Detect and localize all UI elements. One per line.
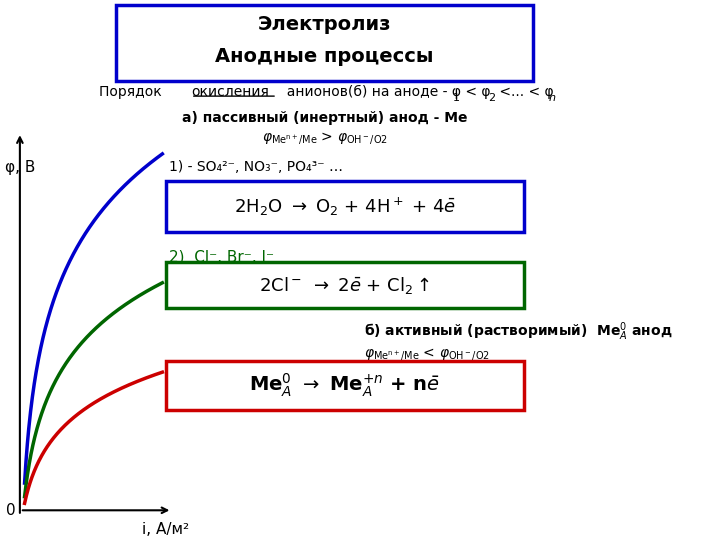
FancyBboxPatch shape [166, 181, 523, 232]
Text: 1) - SO₄²⁻, NO₃⁻, PO₄³⁻ …: 1) - SO₄²⁻, NO₃⁻, PO₄³⁻ … [169, 160, 343, 174]
FancyBboxPatch shape [116, 5, 534, 81]
Text: i, А/м²: i, А/м² [142, 522, 189, 537]
Text: 0: 0 [6, 503, 15, 518]
Text: окисления: окисления [191, 85, 269, 99]
Text: $\varphi_{\mathrm{Me}^{\mathrm{n+}}/\mathrm{Me}}$ > $\varphi_{\mathrm{OH}^-/\mat: $\varphi_{\mathrm{Me}^{\mathrm{n+}}/\mat… [261, 130, 387, 146]
Text: анионов(б) на аноде - φ: анионов(б) на аноде - φ [279, 85, 462, 99]
Text: $\varphi_{\mathrm{Me}^{\mathrm{n+}}/\mathrm{Me}}$ < $\varphi_{\mathrm{OH}^-/\mat: $\varphi_{\mathrm{Me}^{\mathrm{n+}}/\mat… [364, 346, 490, 362]
Text: Me$_A^0$ $\rightarrow$ Me$_A^{+n}$ + n$\bar{e}$: Me$_A^0$ $\rightarrow$ Me$_A^{+n}$ + n$\… [249, 372, 440, 399]
Text: Электролиз: Электролиз [258, 15, 392, 34]
Text: 2: 2 [487, 93, 495, 103]
Text: 2H$_2$O $\rightarrow$ O$_2$ + 4H$^+$ + 4$\bar{e}$: 2H$_2$O $\rightarrow$ O$_2$ + 4H$^+$ + 4… [233, 195, 456, 218]
Text: Анодные процессы: Анодные процессы [215, 47, 434, 66]
Text: n: n [549, 93, 556, 103]
Text: 1: 1 [454, 93, 460, 103]
Text: Порядок: Порядок [99, 85, 166, 99]
Text: <... < φ: <... < φ [495, 85, 554, 99]
Text: < φ: < φ [461, 85, 490, 99]
Text: φ, В: φ, В [5, 160, 36, 175]
Text: 2Cl$^-$ $\rightarrow$ 2$\bar{e}$ + Cl$_2\uparrow$: 2Cl$^-$ $\rightarrow$ 2$\bar{e}$ + Cl$_2… [259, 275, 430, 295]
FancyBboxPatch shape [166, 361, 523, 410]
Text: б) активный (растворимый)  Ме$^0_A$ анод: б) активный (растворимый) Ме$^0_A$ анод [364, 321, 673, 343]
FancyBboxPatch shape [166, 262, 523, 308]
Text: 2)  Cl⁻, Br⁻, I⁻: 2) Cl⁻, Br⁻, I⁻ [169, 249, 274, 264]
Text: а) пассивный (инертный) анод - Ме: а) пассивный (инертный) анод - Ме [182, 111, 467, 125]
